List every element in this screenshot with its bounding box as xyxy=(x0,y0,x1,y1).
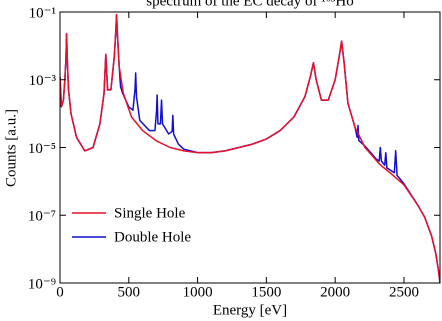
legend-label: Double Hole xyxy=(114,229,191,245)
y-tick-label: 10⁻¹ xyxy=(29,5,56,21)
series-line xyxy=(60,13,440,283)
x-tick-label: 500 xyxy=(118,284,141,300)
legend-label: Single Hole xyxy=(114,205,186,221)
x-tick-label: 1000 xyxy=(183,284,213,300)
plot-area xyxy=(60,13,440,283)
x-tick-label: 2500 xyxy=(389,284,419,300)
y-axis-label: Counts [a.u.] xyxy=(3,109,19,187)
y-tick-label: 10⁻⁵ xyxy=(28,141,56,157)
y-tick-label: 10⁻⁹ xyxy=(28,276,56,292)
x-tick-label: 0 xyxy=(56,284,64,300)
x-tick-label: 1500 xyxy=(251,284,281,300)
y-tick-label: 10⁻⁷ xyxy=(28,209,56,225)
x-axis-label: Energy [eV] xyxy=(213,302,287,318)
x-tick-label: 2000 xyxy=(320,284,350,300)
y-tick-label: 10⁻³ xyxy=(29,73,57,89)
chart-title: spectrum of the EC decay of ¹⁶³Ho xyxy=(146,0,354,9)
